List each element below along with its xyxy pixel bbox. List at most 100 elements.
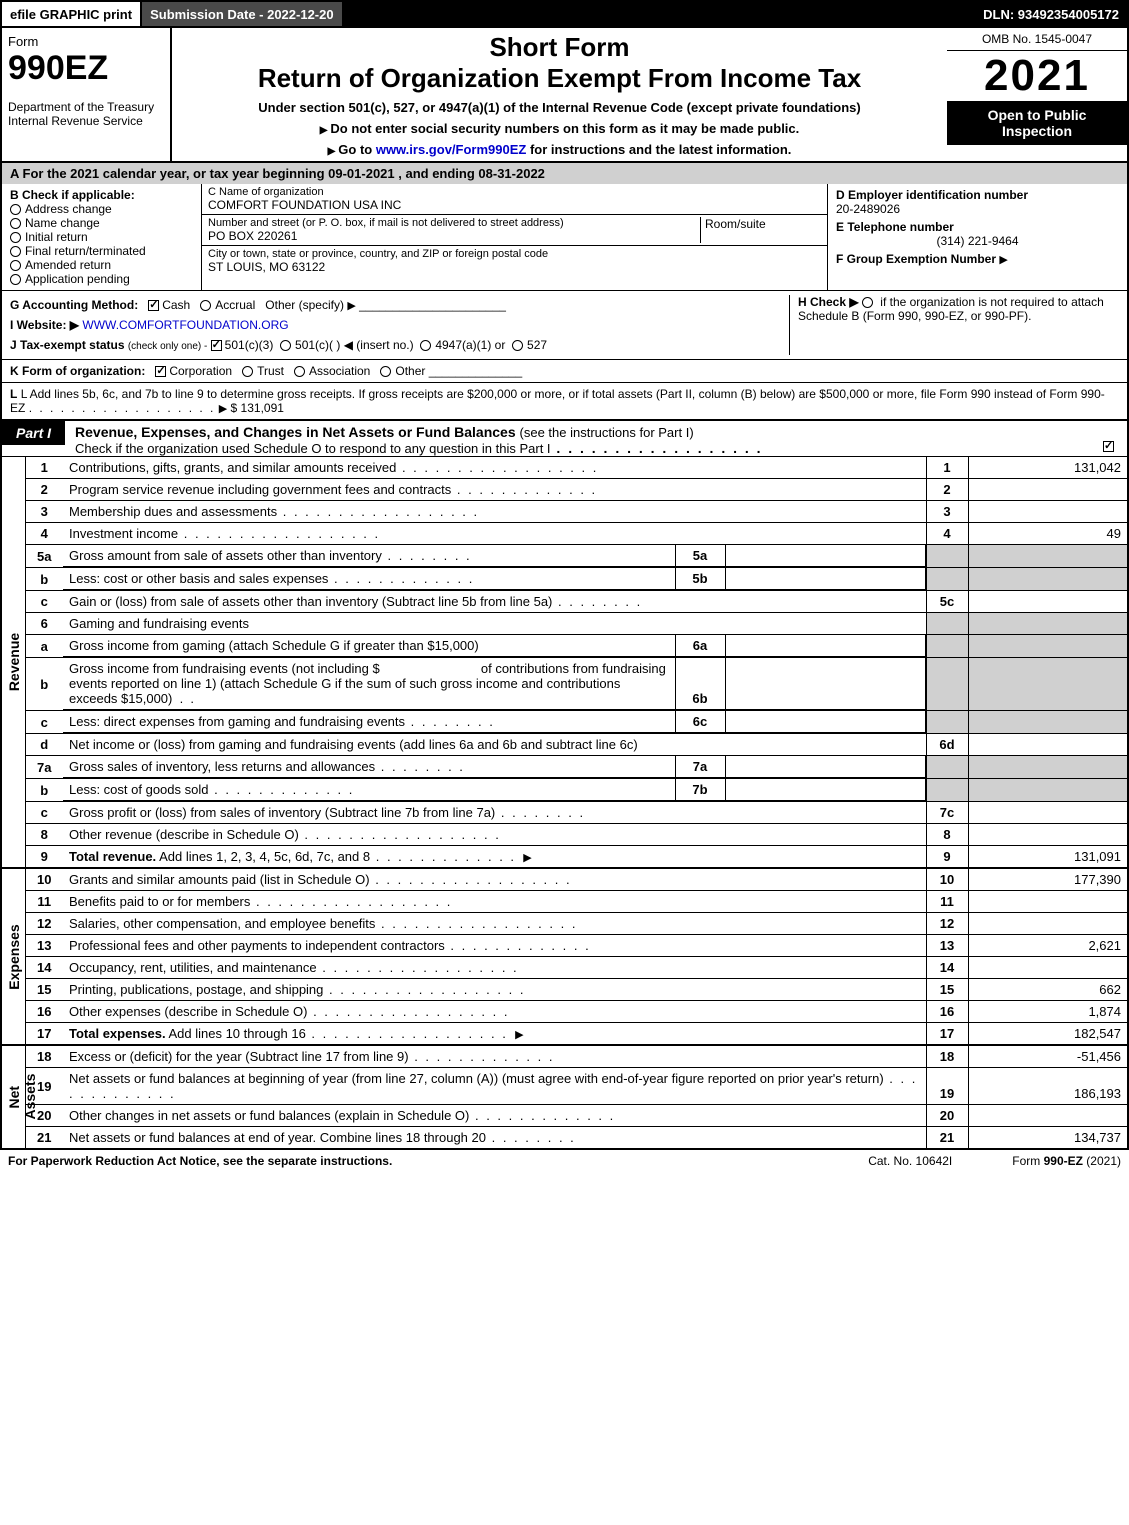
header-left: Form 990EZ Department of the Treasury In… — [2, 28, 172, 161]
submission-date: Submission Date - 2022-12-20 — [142, 2, 344, 26]
form-number: 990EZ — [8, 49, 164, 88]
col-c: C Name of organization COMFORT FOUNDATIO… — [202, 184, 827, 290]
line-5c: cGain or (loss) from sale of assets othe… — [1, 591, 1128, 613]
i-line: I Website: ▶ WWW.COMFORTFOUNDATION.ORG — [10, 315, 789, 335]
line-7a: 7a Gross sales of inventory, less return… — [1, 756, 1128, 779]
dln: DLN: 93492354005172 — [975, 2, 1127, 26]
k-other-check[interactable] — [380, 366, 391, 377]
omb-number: OMB No. 1545-0047 — [947, 28, 1127, 51]
footer: For Paperwork Reduction Act Notice, see … — [0, 1150, 1129, 1172]
h-line: H Check ▶ if the organization is not req… — [789, 295, 1119, 355]
c-addr-row: Number and street (or P. O. box, if mail… — [202, 215, 827, 246]
line-12: 12Salaries, other compensation, and empl… — [1, 913, 1128, 935]
revenue-label: Revenue — [6, 633, 22, 691]
line-11: 11Benefits paid to or for members11 — [1, 891, 1128, 913]
footer-left: For Paperwork Reduction Act Notice, see … — [8, 1154, 808, 1168]
g-cash-check[interactable] — [148, 300, 159, 311]
line-13: 13Professional fees and other payments t… — [1, 935, 1128, 957]
g-accrual-check[interactable] — [200, 300, 211, 311]
header-mid: Short Form Return of Organization Exempt… — [172, 28, 947, 161]
e-value: (314) 221-9464 — [836, 234, 1119, 248]
row-a: A For the 2021 calendar year, or tax yea… — [0, 163, 1129, 184]
b-item-2[interactable]: Initial return — [10, 230, 193, 244]
subtitle: Under section 501(c), 527, or 4947(a)(1)… — [182, 100, 937, 115]
line-16: 16Other expenses (describe in Schedule O… — [1, 1001, 1128, 1023]
b-item-0[interactable]: Address change — [10, 202, 193, 216]
k-trust-check[interactable] — [242, 366, 253, 377]
line-3: 3Membership dues and assessments3 — [1, 501, 1128, 523]
b-item-5[interactable]: Application pending — [10, 272, 193, 286]
row-l: L L Add lines 5b, 6c, and 7b to line 9 t… — [0, 383, 1129, 421]
line-5b: b Less: cost or other basis and sales ex… — [1, 568, 1128, 591]
line-15: 15Printing, publications, postage, and s… — [1, 979, 1128, 1001]
irs-link[interactable]: www.irs.gov/Form990EZ — [376, 142, 527, 157]
row-k: K Form of organization: Corporation Trus… — [0, 360, 1129, 383]
footer-right: Form 990-EZ (2021) — [1012, 1154, 1121, 1168]
efile-label[interactable]: efile GRAPHIC print — [2, 2, 142, 26]
c-name-row: C Name of organization COMFORT FOUNDATIO… — [202, 184, 827, 215]
line-8: 8Other revenue (describe in Schedule O)8 — [1, 824, 1128, 846]
inspection-badge: Open to Public Inspection — [947, 101, 1127, 145]
c-room-label: Room/suite — [701, 217, 821, 243]
c-city: ST LOUIS, MO 63122 — [208, 260, 821, 274]
j-501c3-check[interactable] — [211, 340, 222, 351]
line-6c: c Less: direct expenses from gaming and … — [1, 711, 1128, 734]
short-form-title: Short Form — [182, 32, 937, 63]
line-7c: cGross profit or (loss) from sales of in… — [1, 802, 1128, 824]
line-10: Expenses 10Grants and similar amounts pa… — [1, 868, 1128, 891]
k-assoc-check[interactable] — [294, 366, 305, 377]
line-6a: a Gross income from gaming (attach Sched… — [1, 635, 1128, 658]
line-9: 9Total revenue. Add lines 1, 2, 3, 4, 5c… — [1, 846, 1128, 869]
top-bar: efile GRAPHIC print Submission Date - 20… — [0, 0, 1129, 28]
form-header: Form 990EZ Department of the Treasury In… — [0, 28, 1129, 163]
line-7b: b Less: cost of goods sold7b — [1, 779, 1128, 802]
netassets-label: Net Assets — [6, 1072, 38, 1123]
line-14: 14Occupancy, rent, utilities, and mainte… — [1, 957, 1128, 979]
part1-sub: Check if the organization used Schedule … — [75, 441, 551, 456]
h-check[interactable] — [862, 297, 873, 308]
part1-header: Part I Revenue, Expenses, and Changes in… — [0, 421, 1129, 457]
col-b: B Check if applicable: Address change Na… — [2, 184, 202, 290]
b-item-4[interactable]: Amended return — [10, 258, 193, 272]
line-18: Net Assets 18Excess or (deficit) for the… — [1, 1045, 1128, 1068]
line-19: 19Net assets or fund balances at beginni… — [1, 1068, 1128, 1105]
part1-title-sub: (see the instructions for Part I) — [520, 425, 694, 440]
e-label: E Telephone number — [836, 220, 1119, 234]
warning-1: Do not enter social security numbers on … — [182, 121, 937, 136]
part1-badge: Part I — [2, 421, 65, 445]
d-value: 20-2489026 — [836, 202, 1119, 216]
section-bcdef: B Check if applicable: Address change Na… — [0, 184, 1129, 291]
b-title: B Check if applicable: — [10, 188, 193, 202]
d-label: D Employer identification number — [836, 188, 1119, 202]
line-1: Revenue 1 Contributions, gifts, grants, … — [1, 457, 1128, 479]
warning-2: Go to www.irs.gov/Form990EZ for instruct… — [182, 142, 937, 157]
c-city-row: City or town, state or province, country… — [202, 246, 827, 276]
j-line: J Tax-exempt status (check only one) - 5… — [10, 335, 789, 355]
part1-check[interactable] — [1103, 441, 1114, 452]
j-4947-check[interactable] — [420, 340, 431, 351]
tax-year: 2021 — [947, 51, 1127, 101]
c-name-label: C Name of organization — [208, 186, 821, 198]
k-corp-check[interactable] — [155, 366, 166, 377]
c-name: COMFORT FOUNDATION USA INC — [208, 198, 821, 212]
expenses-label: Expenses — [6, 924, 22, 989]
c-addr-label: Number and street (or P. O. box, if mail… — [208, 217, 696, 229]
line-6: 6Gaming and fundraising events — [1, 613, 1128, 635]
c-city-label: City or town, state or province, country… — [208, 248, 821, 260]
line-5a: 5a Gross amount from sale of assets othe… — [1, 545, 1128, 568]
b-item-3[interactable]: Final return/terminated — [10, 244, 193, 258]
j-501c-check[interactable] — [280, 340, 291, 351]
part1-title: Revenue, Expenses, and Changes in Net As… — [75, 424, 516, 440]
line-6b: b Gross income from fundraising events (… — [1, 658, 1128, 711]
line-4: 4Investment income449 — [1, 523, 1128, 545]
website-link[interactable]: WWW.COMFORTFOUNDATION.ORG — [82, 318, 288, 332]
b-item-1[interactable]: Name change — [10, 216, 193, 230]
form-label: Form — [8, 34, 164, 49]
col-def: D Employer identification number 20-2489… — [827, 184, 1127, 290]
line-17: 17Total expenses. Add lines 10 through 1… — [1, 1023, 1128, 1046]
header-right: OMB No. 1545-0047 2021 Open to Public In… — [947, 28, 1127, 161]
j-527-check[interactable] — [512, 340, 523, 351]
c-addr: PO BOX 220261 — [208, 229, 696, 243]
line-21: 21Net assets or fund balances at end of … — [1, 1127, 1128, 1150]
footer-mid: Cat. No. 10642I — [868, 1154, 952, 1168]
